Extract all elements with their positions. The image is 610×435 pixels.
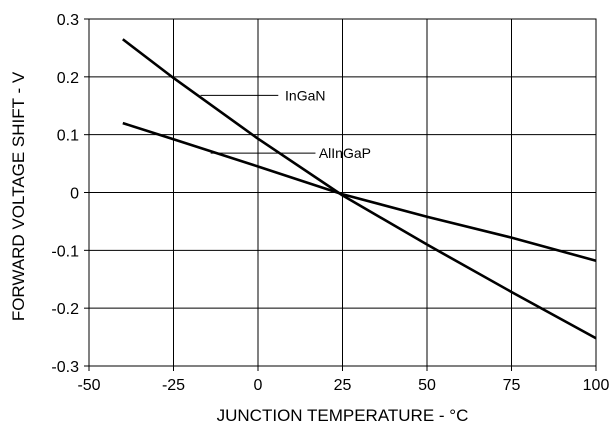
x-axis-ticks: -50 -25 0 25 50 75 100 (77, 366, 609, 394)
y-tick-label: 0.1 (57, 128, 79, 145)
y-tick-label: 0.3 (57, 12, 79, 29)
y-axis-ticks: -0.3 -0.2 -0.1 0 0.1 0.2 0.3 (51, 12, 89, 376)
y-tick-label: -0.1 (51, 243, 79, 260)
x-tick-label: -50 (77, 377, 100, 394)
y-axis-title: FORWARD VOLTAGE SHIFT - V (9, 71, 28, 321)
x-tick-label: 100 (583, 377, 610, 394)
y-tick-label: 0 (70, 186, 79, 203)
y-tick-label: 0.2 (57, 70, 79, 87)
annotation-label-alingap: AlInGaP (319, 145, 371, 161)
y-tick-label: -0.2 (51, 301, 79, 318)
y-tick-label: -0.3 (51, 359, 79, 376)
x-tick-label: 50 (418, 377, 436, 394)
x-tick-label: 0 (254, 377, 263, 394)
x-tick-label: -25 (162, 377, 185, 394)
series-line-alingap (122, 121, 597, 262)
x-tick-label: 75 (503, 377, 521, 394)
annotation-label-ingan: InGaN (285, 87, 325, 103)
series-line-ingan (122, 38, 597, 340)
annotation-group: InGaN AlInGaP (200, 87, 371, 161)
x-axis-title: JUNCTION TEMPERATURE - °C (217, 406, 469, 425)
x-tick-label: 25 (334, 377, 352, 394)
series-group (122, 38, 597, 340)
